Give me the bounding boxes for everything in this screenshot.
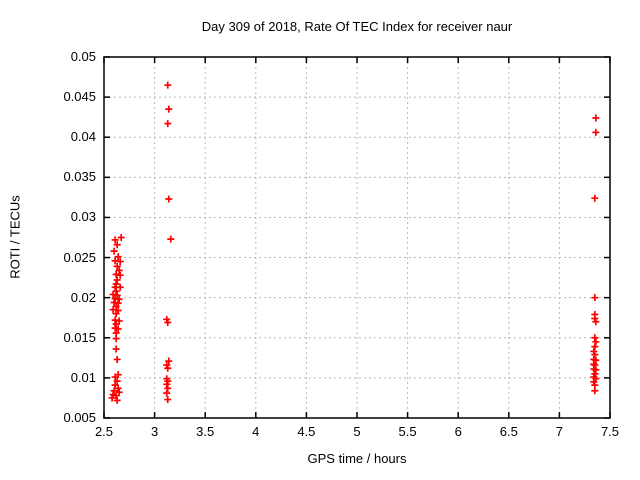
- data-point: [110, 247, 118, 255]
- data-point: [163, 361, 171, 369]
- x-tick-label: 6: [454, 424, 462, 439]
- data-point: [163, 315, 171, 323]
- y-tick-label: 0.04: [70, 129, 96, 145]
- data-point: [591, 351, 599, 359]
- data-point: [163, 389, 171, 397]
- data-point: [592, 128, 600, 136]
- data-point: [114, 325, 122, 333]
- data-point: [112, 280, 120, 288]
- data-point: [590, 347, 598, 355]
- y-tick-label: 0.005: [63, 410, 96, 425]
- y-tick-label: 0.025: [63, 249, 96, 265]
- x-tick-label: 4: [252, 424, 260, 439]
- x-tick-label: 7: [555, 424, 563, 439]
- data-point: [114, 384, 122, 392]
- data-point: [112, 335, 120, 343]
- data-point: [592, 114, 600, 122]
- chart-title: Day 309 of 2018, Rate Of TEC Index for r…: [201, 19, 513, 34]
- data-point: [591, 315, 599, 323]
- y-tick-label: 0.035: [63, 169, 96, 185]
- y-tick-label: 0.02: [70, 289, 96, 305]
- data-point: [113, 377, 121, 385]
- data-point: [591, 370, 599, 378]
- x-tick-label: 4.5: [297, 424, 316, 439]
- x-tick-label: 7.5: [600, 424, 620, 439]
- data-point: [164, 81, 172, 89]
- data-point: [111, 236, 119, 244]
- data-point: [165, 357, 173, 365]
- y-tick-label: 0.05: [70, 49, 96, 64]
- data-point: [164, 384, 172, 392]
- x-tick-label: 2.5: [94, 424, 114, 439]
- data-point: [592, 338, 600, 346]
- data-point: [591, 343, 599, 351]
- x-tick-label: 6.5: [499, 424, 518, 439]
- data-point: [592, 318, 600, 326]
- y-tick-label: 0.045: [63, 89, 96, 105]
- y-tick-label: 0.015: [63, 329, 96, 345]
- data-point: [112, 345, 120, 353]
- data-point: [113, 262, 121, 270]
- data-point: [115, 295, 123, 303]
- data-point: [112, 310, 120, 318]
- data-point: [590, 378, 598, 386]
- data-point: [113, 396, 121, 404]
- data-point: [110, 387, 118, 395]
- data-point: [112, 320, 120, 328]
- data-point: [116, 258, 124, 266]
- data-point: [113, 241, 121, 249]
- data-point: [592, 356, 600, 364]
- data-point: [591, 334, 599, 342]
- data-point: [164, 396, 172, 404]
- x-tick-label: 3.5: [196, 424, 215, 439]
- data-point: [163, 380, 171, 388]
- data-point: [114, 253, 122, 261]
- data-point: [112, 392, 120, 400]
- y-tick-label: 0.01: [70, 369, 96, 385]
- data-point: [591, 387, 599, 395]
- data-point: [108, 394, 116, 402]
- data-point: [164, 377, 172, 385]
- data-point: [164, 319, 172, 327]
- data-point: [115, 266, 123, 274]
- x-axis-label: GPS time / hours: [307, 451, 407, 466]
- data-point: [117, 234, 125, 241]
- y-axis-label: ROTI / TECUs: [7, 195, 23, 279]
- data-point: [116, 271, 124, 279]
- data-point: [167, 235, 175, 243]
- data-point: [116, 283, 124, 291]
- data-point: [591, 361, 599, 369]
- data-point: [164, 364, 172, 372]
- x-tick-label: 5: [353, 424, 361, 439]
- data-point: [113, 276, 121, 284]
- data-point: [591, 294, 599, 302]
- data-point: [113, 355, 121, 363]
- data-point: [164, 120, 172, 128]
- data-point: [111, 373, 119, 381]
- data-point: [165, 195, 173, 203]
- data-point: [591, 194, 599, 202]
- y-tick-label: 0.03: [70, 209, 96, 225]
- data-point: [165, 105, 173, 113]
- data-point: [592, 366, 600, 374]
- x-tick-label: 5.5: [398, 424, 417, 439]
- x-tick-label: 3: [150, 424, 159, 439]
